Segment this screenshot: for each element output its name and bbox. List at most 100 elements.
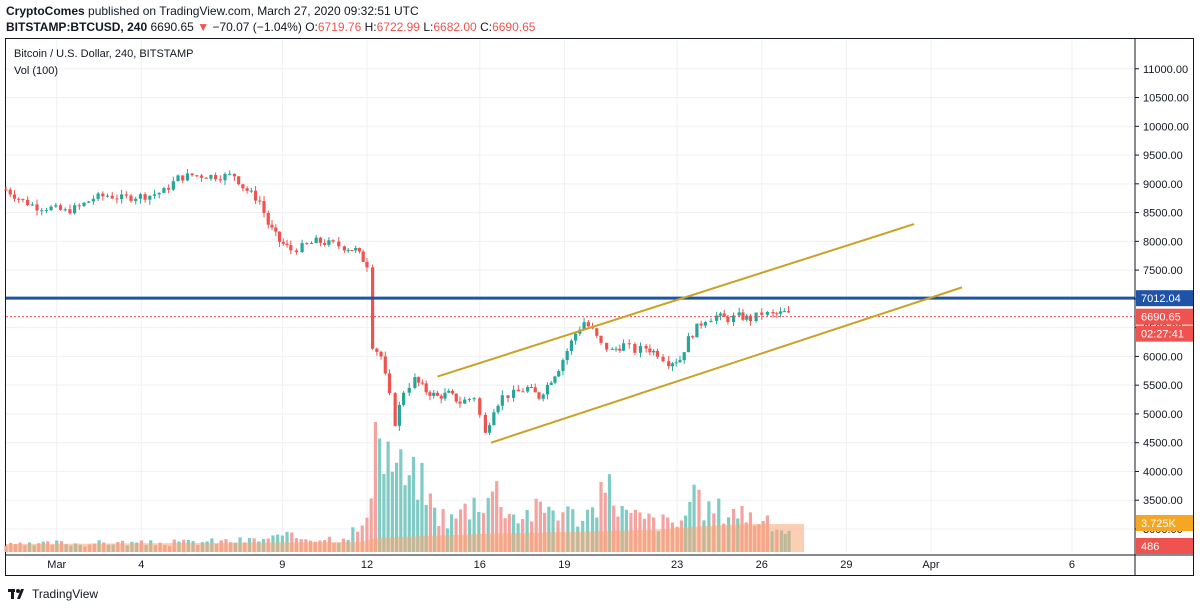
candle-body (402, 392, 406, 405)
candle-body (420, 382, 425, 384)
candle-body (565, 350, 569, 360)
author-name[interactable]: CryptoComes (6, 4, 85, 18)
candle-body (500, 395, 504, 406)
candle-body (383, 356, 387, 374)
candle-body (245, 188, 249, 191)
candle-body (463, 399, 467, 404)
time-tick-label: 6 (1069, 559, 1075, 571)
candle-body (281, 241, 285, 244)
volume-bar (692, 484, 696, 552)
volume-bar (441, 509, 445, 552)
candle-body (387, 373, 392, 394)
volume-bar (351, 527, 355, 552)
candle-body (274, 227, 278, 232)
candle-body (77, 205, 81, 207)
candle-body (428, 392, 432, 396)
candle-body (232, 173, 237, 177)
volume-last-label: 486 (1141, 541, 1159, 553)
candle-body (228, 173, 232, 175)
candle-body (614, 348, 618, 350)
volume-ma-label: 3.725K (1141, 518, 1177, 530)
candle-body (541, 394, 545, 399)
candle-body (627, 343, 631, 345)
candle-body (199, 175, 204, 178)
price-tick-label: 10500.00 (1143, 93, 1189, 105)
candle-body (586, 322, 590, 327)
tradingview-footer[interactable]: TradingView (8, 584, 98, 604)
low-value: 6682.00 (433, 20, 477, 34)
resistance-price-label-bg (1136, 290, 1193, 307)
candle-body (357, 248, 362, 252)
ohlc-line: BITSTAMP:BTCUSD, 240 6690.65 ▼ −70.07 (−… (6, 20, 535, 34)
candle-body (68, 209, 72, 214)
candle-body (101, 193, 105, 197)
last-price-label: 6690.65 (1141, 312, 1181, 324)
time-tick-label: 26 (756, 559, 768, 571)
candle-body (124, 194, 128, 196)
volume-bar (620, 505, 624, 552)
candle-body (314, 237, 318, 244)
candle-body (488, 425, 492, 433)
volume-bar (433, 507, 437, 552)
price-tick-label: 9000.00 (1143, 179, 1183, 191)
candle-body (737, 312, 741, 316)
volume-bar (477, 512, 481, 552)
price-tick-label: 5500.00 (1143, 380, 1183, 392)
candle-body (529, 386, 534, 388)
tradingview-logo-icon (8, 589, 24, 599)
candle-body (258, 200, 262, 202)
candle-body (709, 320, 713, 323)
candle-body (63, 209, 67, 211)
volume-bar (428, 493, 433, 552)
candle-body (91, 198, 96, 202)
candle-body (686, 336, 691, 353)
candle-body (152, 194, 157, 196)
volume-ma-label-bg (1136, 515, 1193, 531)
volume-bar (607, 474, 612, 552)
candle-body (371, 267, 375, 349)
candle-body (492, 412, 496, 426)
volume-bar (612, 505, 616, 552)
candle-body (472, 398, 476, 400)
candle-body (305, 243, 309, 245)
close-value: 6690.65 (492, 20, 536, 34)
candle-body (521, 391, 525, 393)
candle-body (17, 198, 21, 200)
candle-body (218, 179, 222, 181)
volume-bar (458, 509, 463, 552)
candle-body (337, 241, 341, 247)
volume-bar (373, 422, 378, 552)
candle-body (754, 312, 758, 322)
volume-legend: Vol (100) (14, 65, 59, 77)
price-tick-label: 11000.00 (1143, 64, 1188, 76)
candle-body (478, 398, 482, 415)
candle-body (138, 194, 143, 199)
candle-body (661, 356, 665, 362)
price-tick-label: 9500.00 (1143, 150, 1183, 162)
candle-body (621, 343, 626, 351)
volume-bar (586, 509, 590, 552)
time-tick-label: 29 (840, 559, 852, 571)
volume-bar (717, 498, 721, 552)
candle-body (294, 250, 299, 253)
candle-body (73, 205, 77, 214)
time-tick-label: Mar (47, 559, 66, 571)
candle-body (181, 175, 185, 181)
candle-body (447, 390, 451, 393)
volume-bar (538, 501, 542, 552)
volume-bar (424, 504, 428, 552)
candle-body (407, 387, 411, 393)
candle-body (765, 312, 769, 315)
candle-body (432, 392, 436, 396)
candle-body (435, 392, 440, 396)
trend-channel (437, 223, 963, 444)
time-tick-label: Apr (922, 559, 939, 571)
candle-body (209, 174, 213, 179)
candle-body (582, 322, 586, 330)
price-tick-label: 8000.00 (1143, 236, 1183, 248)
candle-body (375, 348, 379, 352)
price-tick-label: 5000.00 (1143, 409, 1183, 421)
candle-body (309, 243, 314, 245)
volume-bar (534, 498, 538, 552)
